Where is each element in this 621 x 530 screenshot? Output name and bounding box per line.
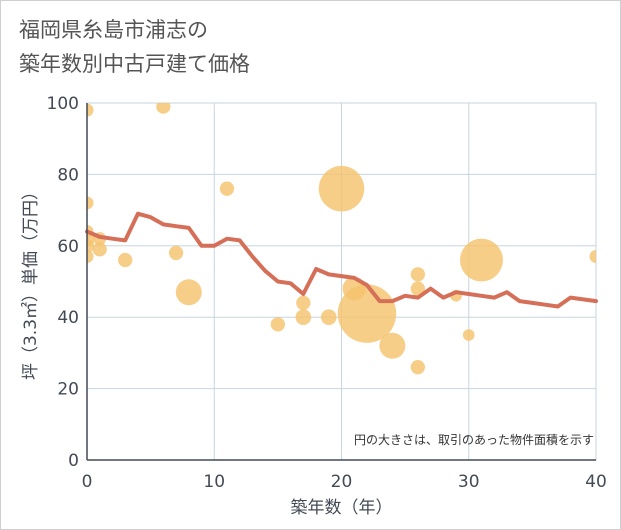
x-tick-label: 30 [458,472,480,492]
bubble-point [87,103,94,117]
x-tick-label: 20 [331,472,353,492]
y-tick-label: 60 [57,237,79,257]
y-axis-title: 坪（3.3㎡）単価（万円） [21,183,41,380]
bubble-point [175,279,202,306]
bubble-point [118,252,133,268]
bubble-point [320,309,337,326]
average-line-layer [85,211,598,309]
bubble-point [410,267,425,282]
x-axis-title: 築年数（年） [291,498,393,518]
grid-lines [86,102,597,461]
bubble-point [337,284,397,343]
bubble-size-note: 円の大きさは、取引のあった物件面積を示す [354,432,594,447]
chart-title: 福岡県糸島市浦志の 築年数別中古戸建て価格 [19,18,250,76]
bubble-point [460,238,503,282]
bubble-point [318,165,365,212]
bubble-point [296,295,311,311]
bubble-point [270,317,286,332]
bubble-point [156,103,171,114]
bubble-point [295,309,312,326]
axes: 0 10 20 30 40 0 20 40 60 80 100 [47,94,607,492]
bubble-point [379,332,406,359]
bubble-point [462,329,475,341]
bubble-point [168,245,184,261]
bubble-point [219,181,235,196]
x-tick-label: 10 [203,472,225,492]
bubble-point [589,250,596,264]
bubble-point [87,250,94,264]
x-tick-label: 0 [82,472,93,492]
bubble-point [410,360,425,375]
x-tick-label: 40 [585,472,607,492]
bubble-point [87,238,95,253]
y-tick-label: 20 [57,380,79,400]
y-tick-label: 80 [57,165,79,185]
bubble-point [92,242,107,257]
y-tick-label: 40 [57,308,79,328]
y-tick-label: 100 [47,94,79,114]
y-tick-label: 0 [68,451,79,471]
bubble-layer [87,103,596,375]
average-price-line [85,211,598,309]
bubble-point [410,281,425,296]
bubble-point [87,196,94,210]
